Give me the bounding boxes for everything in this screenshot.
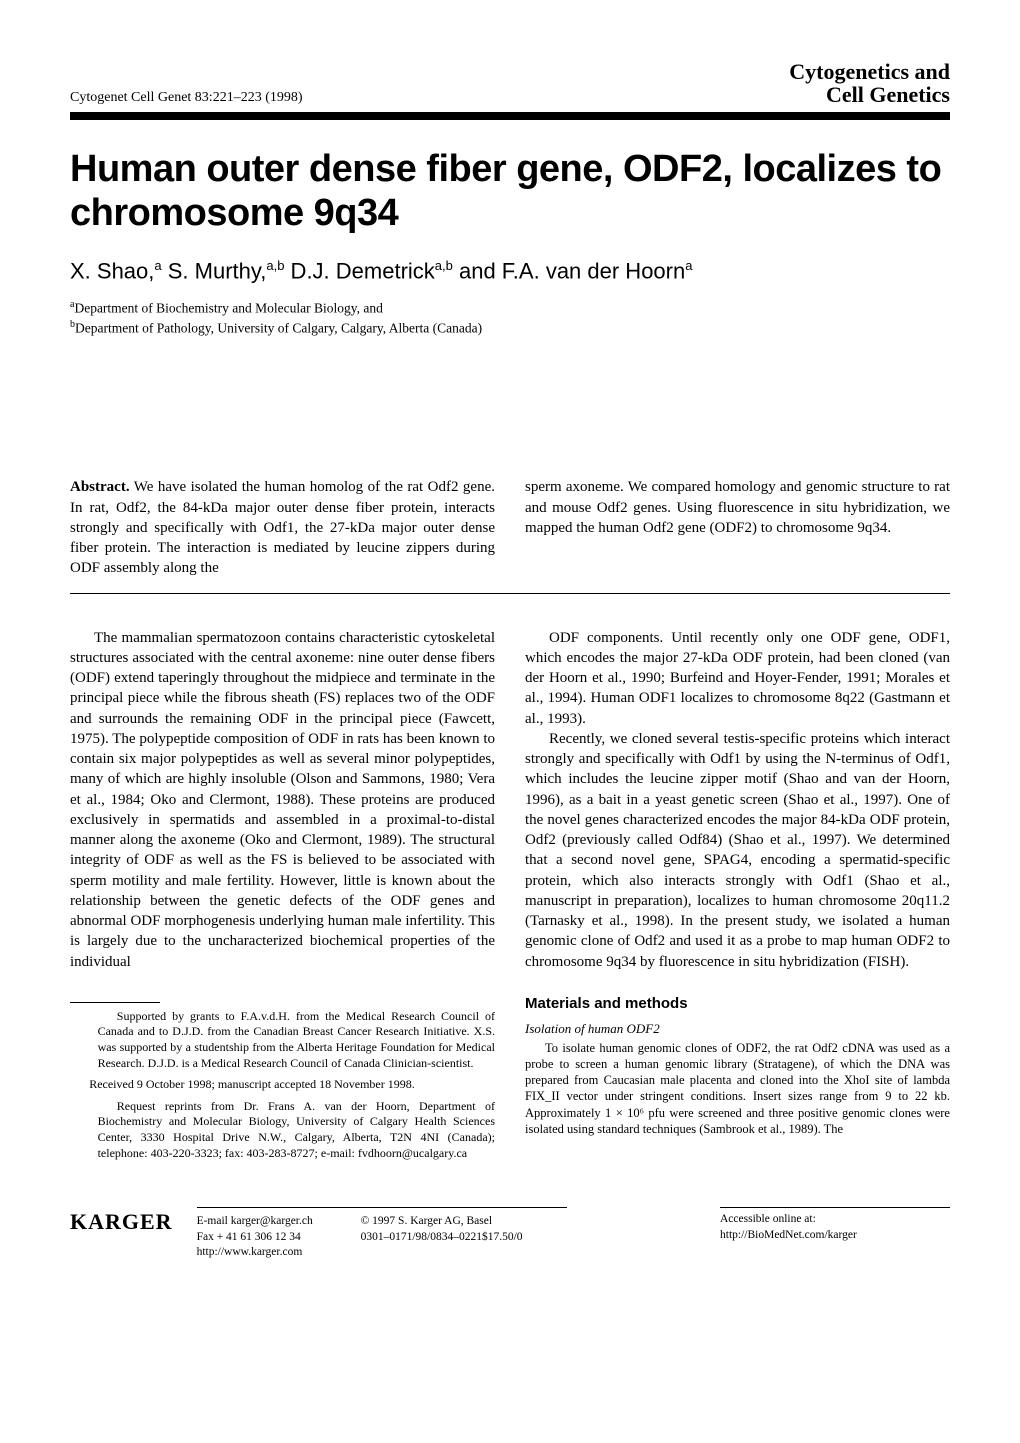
- abstract-rule: [70, 593, 950, 594]
- methods-subheading: Isolation of human ODF2: [525, 1020, 950, 1038]
- brand-line-2: Cell Genetics: [768, 83, 950, 106]
- footer-copyright: © 1997 S. Karger AG, Basel0301–0171/98/0…: [361, 1214, 581, 1261]
- reprints-note: Request reprints from Dr. Frans A. van d…: [70, 1099, 495, 1161]
- methods-text: To isolate human genomic clones of ODF2,…: [525, 1040, 950, 1138]
- abstract: Abstract. We have isolated the human hom…: [70, 477, 950, 578]
- affiliation-a: Department of Biochemistry and Molecular…: [74, 300, 382, 315]
- abstract-text-left: We have isolated the human homolog of th…: [70, 479, 495, 576]
- affiliation-b: Department of Pathology, University of C…: [75, 320, 482, 335]
- journal-reference: Cytogenet Cell Genet 83:221–223 (1998): [70, 90, 303, 106]
- brand-line-1: Cytogenetics and: [768, 60, 950, 83]
- intro-paragraph-2: ODF components. Until recently only one …: [525, 628, 950, 729]
- body-columns: The mammalian spermatozoon contains char…: [70, 628, 950, 1168]
- footer-online: Accessible online at:http://BioMedNet.co…: [720, 1207, 950, 1243]
- author-list: X. Shao,a S. Murthy,a,b D.J. Demetricka,…: [70, 258, 950, 284]
- right-column: ODF components. Until recently only one …: [525, 628, 950, 1168]
- abstract-label: Abstract.: [70, 479, 130, 495]
- article-title: Human outer dense fiber gene, ODF2, loca…: [70, 148, 950, 235]
- publisher-logo: KARGER: [70, 1207, 173, 1237]
- abstract-text-right: sperm axoneme. We compared homology and …: [525, 477, 950, 578]
- methods-heading: Materials and methods: [525, 994, 950, 1014]
- affiliations: aDepartment of Biochemistry and Molecula…: [70, 298, 950, 337]
- support-note: Supported by grants to F.A.v.d.H. from t…: [70, 1009, 495, 1071]
- footer-contact: E-mail karger@karger.chFax + 41 61 306 1…: [197, 1214, 337, 1261]
- received-note: Received 9 October 1998; manuscript acce…: [70, 1077, 495, 1093]
- page-footer: KARGER E-mail karger@karger.chFax + 41 6…: [70, 1207, 950, 1261]
- intro-paragraph-1: The mammalian spermatozoon contains char…: [70, 628, 495, 972]
- header-rule: [70, 112, 950, 120]
- footnotes: Supported by grants to F.A.v.d.H. from t…: [70, 1009, 495, 1161]
- footer-rule: [197, 1207, 567, 1208]
- intro-paragraph-3: Recently, we cloned several testis-speci…: [525, 729, 950, 972]
- footnote-rule: [70, 1002, 160, 1003]
- left-column: The mammalian spermatozoon contains char…: [70, 628, 495, 1168]
- journal-brand: Cytogenetics and Cell Genetics: [768, 60, 950, 106]
